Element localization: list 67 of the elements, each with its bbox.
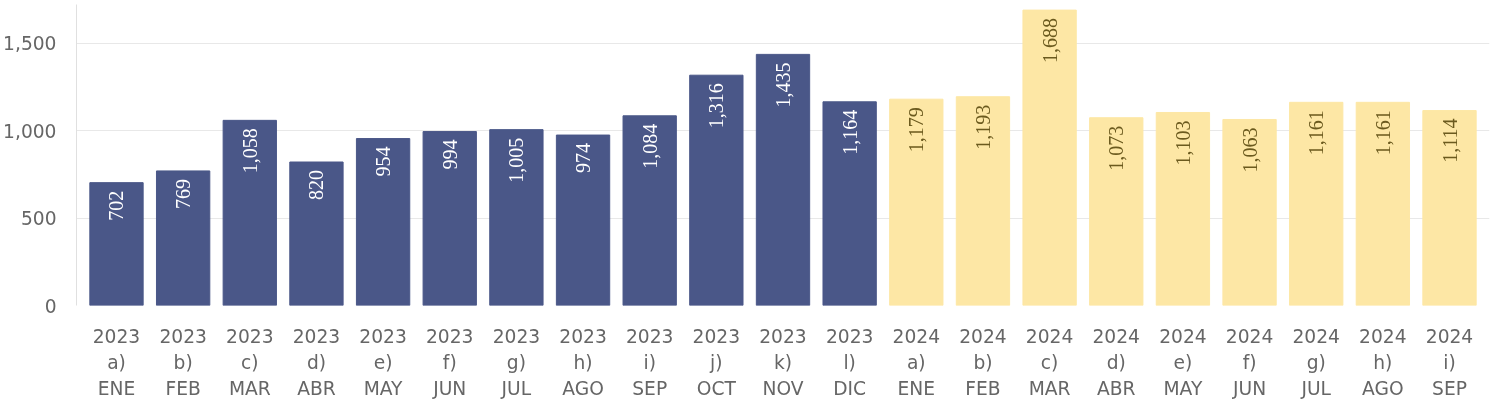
data-label: 1,161 [1371, 110, 1394, 156]
x-tick-label: 2024 g) JUL [1292, 325, 1340, 399]
x-tick-label: 2023 a) ENE [92, 325, 141, 399]
x-tick-label: 2024 a) ENE [892, 325, 941, 399]
bar [1222, 118, 1277, 306]
bar [1155, 111, 1211, 306]
y-tick-label: 0 [44, 295, 57, 317]
data-label: 954 [372, 146, 395, 177]
x-tick-label: 2024 h) AGO [1359, 325, 1407, 399]
bar [289, 161, 344, 306]
bar [89, 182, 144, 306]
x-tick-label: 2023 i) SEP [625, 325, 674, 399]
x-tick-label: 2024 i) SEP [1425, 325, 1474, 399]
data-label: 1,179 [905, 107, 928, 153]
data-label: 1,103 [1171, 120, 1194, 166]
data-label: 1,073 [1105, 125, 1128, 171]
bar [889, 98, 944, 306]
y-tick-label: 1,000 [3, 120, 57, 142]
data-label: 1,161 [1305, 110, 1328, 156]
bar [755, 53, 811, 306]
bar [222, 119, 277, 306]
x-tick-label: 2024 d) ABR [1092, 325, 1140, 399]
data-label: 702 [105, 190, 128, 221]
data-label: 1,114 [1438, 118, 1461, 163]
x-tick-label: 2023 b) FEB [159, 325, 207, 399]
bar [689, 74, 744, 306]
bar [489, 129, 544, 306]
x-tick-label: 2023 h) AGO [559, 325, 607, 399]
data-label: 1,063 [1238, 127, 1261, 173]
x-tick-label: 2023 d) ABR [292, 325, 341, 399]
bar [1355, 101, 1411, 306]
x-tick-label: 2024 e) MAY [1159, 325, 1207, 399]
data-label: 974 [572, 143, 595, 174]
data-label: 1,688 [1038, 18, 1061, 64]
data-label: 1,193 [971, 104, 994, 150]
data-label: 1,005 [505, 137, 528, 183]
bar [155, 170, 211, 306]
x-tick-label: 2023 e) MAY [359, 325, 407, 399]
data-label: 1,316 [705, 83, 728, 129]
data-label: 820 [305, 170, 328, 200]
data-label: 1,084 [638, 123, 661, 169]
x-tick-label: 2024 c) MAR [1025, 325, 1074, 399]
bar [1422, 110, 1477, 306]
bar [955, 96, 1011, 306]
y-tick-label: 1,500 [3, 33, 57, 54]
x-tick-label: 2023 l) DIC [825, 325, 874, 399]
data-label: 994 [438, 139, 461, 170]
bar [1089, 117, 1144, 306]
x-tick-label: 2024 f) JUN [1225, 325, 1274, 399]
data-label: 1,435 [772, 62, 794, 108]
data-label: 1,058 [238, 128, 261, 174]
bar [622, 115, 677, 306]
data-label: 1,164 [838, 109, 861, 155]
x-tick-label: 2023 j) OCT [692, 325, 741, 399]
x-tick-label: 2024 b) FEB [959, 325, 1007, 399]
x-tick-label: 2023 f) JUN [426, 325, 474, 399]
bar [1022, 9, 1077, 306]
y-tick-label: 500 [20, 208, 57, 229]
x-tick-label: 2023 c) MAR [226, 325, 274, 399]
x-tick-label: 2023 k) NOV [759, 325, 807, 399]
bar [1289, 101, 1344, 306]
bar [422, 131, 477, 306]
bar [822, 101, 877, 306]
x-tick-label: 2023 g) JUL [492, 325, 541, 399]
data-label: 769 [172, 178, 195, 209]
bar [355, 138, 411, 306]
bar [555, 134, 611, 306]
